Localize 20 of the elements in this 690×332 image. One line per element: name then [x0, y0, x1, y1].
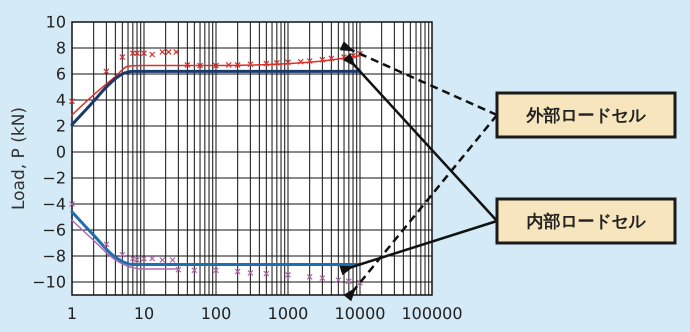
x-tick-label: 10	[134, 304, 154, 323]
y-tick-label: −6	[42, 220, 66, 240]
y-tick-label: 4	[56, 90, 66, 110]
x-tick-label: 1000	[268, 304, 308, 323]
y-tick-label: −10	[32, 272, 66, 292]
x-tick-label: 100000	[401, 304, 463, 323]
y-tick-label: −8	[42, 246, 66, 266]
text: 外部ロードセル	[526, 106, 646, 126]
y-tick-label: 6	[56, 64, 66, 84]
y-tick-label: −4	[42, 194, 66, 214]
y-axis-title: Load, P (kN)	[9, 106, 29, 210]
y-tick-label: −2	[42, 168, 66, 188]
y-tick-label: 0	[56, 142, 66, 162]
y-tick-label: 2	[56, 116, 66, 136]
y-tick-label: 8	[56, 38, 66, 58]
x-tick-label: 1	[66, 304, 78, 323]
x-tick-label: 100	[200, 304, 232, 323]
y-tick-label: 10	[46, 12, 66, 32]
text: 内部ロードセル	[526, 212, 646, 232]
x-tick-label: 10000	[334, 304, 386, 323]
